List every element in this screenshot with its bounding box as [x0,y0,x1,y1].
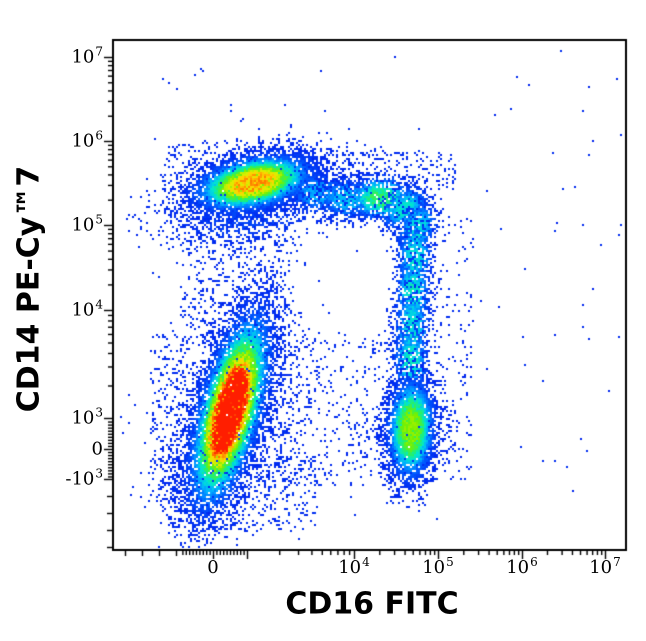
y-tick-label: 0 [91,438,103,460]
y-tick-label: 107 [71,44,103,68]
y-tick-label: 103 [71,405,103,429]
y-axis-title: CD14 PE-Cy™7 [11,165,47,413]
y-tick-label: 104 [71,297,103,321]
y-tick-label: 106 [71,128,103,152]
x-axis-title: CD16 FITC [285,586,459,622]
x-tick-label: 0 [207,557,219,578]
y-tick-label: 105 [71,212,103,236]
x-tick-label: 106 [506,555,538,578]
x-tick-label: 104 [338,555,370,578]
y-tick-label: -103 [65,466,103,490]
x-tick-label: 105 [422,555,454,578]
x-tick-label: 107 [589,555,621,578]
